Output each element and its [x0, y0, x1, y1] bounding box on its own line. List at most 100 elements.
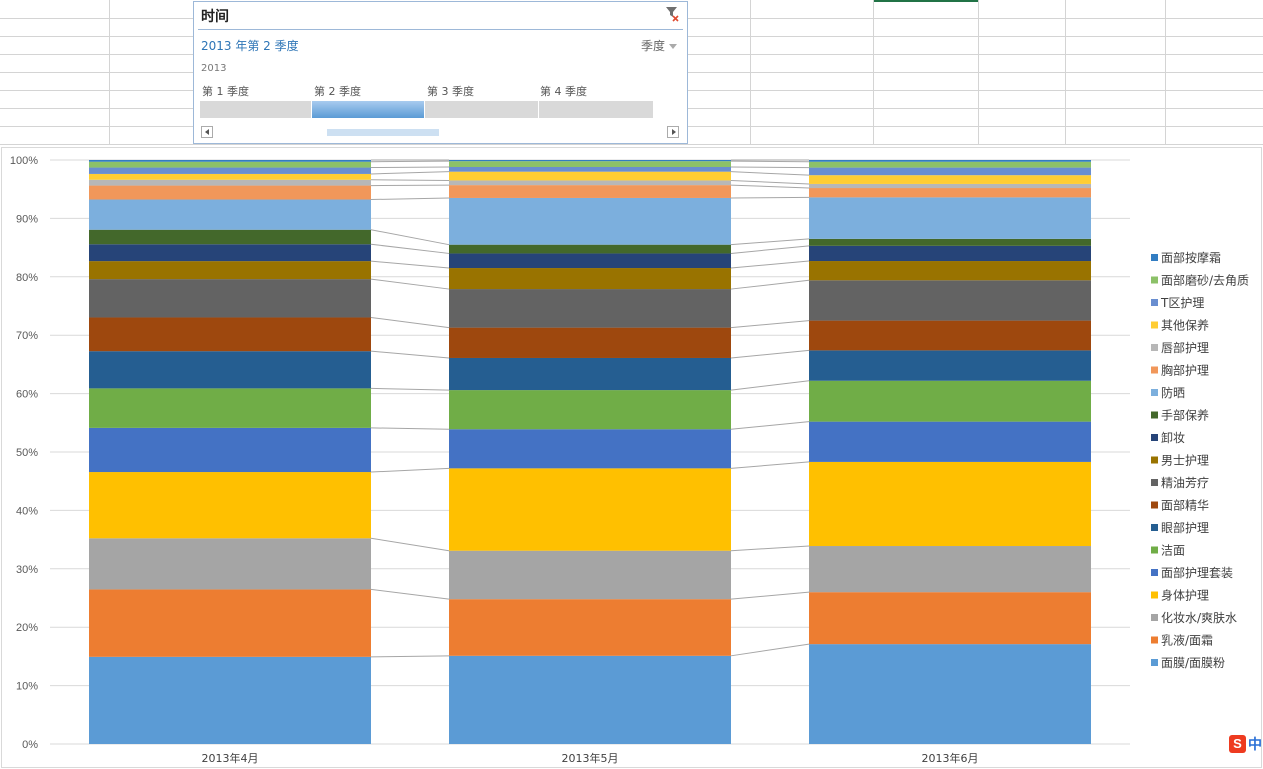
y-tick-label: 40%: [16, 505, 38, 517]
ime-status-badge[interactable]: S 中: [1229, 735, 1263, 755]
bar-segment: [89, 388, 371, 428]
legend-label: 面部按摩霜: [1161, 250, 1221, 265]
legend-label: 精油芳疗: [1161, 476, 1209, 490]
quarter-label-4: 第 4 季度: [540, 85, 587, 98]
bar-segment: [809, 592, 1091, 645]
legend-swatch: [1151, 636, 1158, 644]
series-line: [730, 238, 810, 246]
bar-segment: [89, 160, 371, 162]
legend-swatch: [1151, 456, 1158, 464]
bar-segment: [809, 421, 1091, 462]
series-line: [370, 387, 450, 391]
legend-label: 胸部护理: [1161, 363, 1209, 378]
y-tick-label: 80%: [16, 272, 38, 284]
series-line: [730, 245, 810, 254]
bar-segment: [809, 160, 1091, 162]
bar-segment: [809, 644, 1091, 744]
bar-segment: [449, 244, 731, 254]
legend-swatch: [1151, 546, 1158, 554]
series-line: [730, 160, 810, 163]
legend-swatch: [1151, 389, 1158, 396]
legend-swatch: [1151, 501, 1158, 509]
bar-segment: [89, 317, 371, 352]
legend-label: 乳液/面霜: [1161, 633, 1213, 648]
series-line: [370, 229, 450, 246]
timeline-scroll-thumb[interactable]: [327, 129, 439, 136]
y-tick-label: 10%: [16, 681, 38, 693]
scroll-right-icon[interactable]: [667, 126, 679, 138]
bar-segment: [449, 599, 731, 656]
x-tick-label: 2013年6月: [922, 751, 979, 765]
slicer-level-dropdown[interactable]: 季度: [641, 37, 677, 54]
bar-segment: [89, 229, 371, 245]
legend-label: 面部护理套装: [1161, 565, 1233, 580]
bar-segment: [449, 429, 731, 469]
bar-segment: [809, 546, 1091, 593]
series-line: [370, 467, 450, 473]
series-line: [370, 197, 450, 201]
series-line: [730, 166, 810, 169]
stacked-bar-chart: 0% 10% 20% 30% 40% 50% 60% 70% 80% 90% 100% 2013年4月…: [10, 155, 1249, 765]
bar-segment: [89, 244, 371, 262]
legend-swatch: [1151, 569, 1158, 576]
bar-segment: [449, 655, 731, 744]
chart-area[interactable]: 0% 10% 20% 30% 40% 50% 60% 70% 80% 90% 100% 2013年4月…: [1, 147, 1262, 768]
legend-swatch: [1151, 434, 1158, 441]
bar-segment: [449, 327, 731, 358]
bar-segment: [449, 268, 731, 290]
legend-label: 身体护理: [1161, 588, 1209, 603]
legend-swatch: [1151, 344, 1158, 351]
bar-segment: [449, 171, 731, 181]
quarter-bar-3[interactable]: [425, 101, 538, 118]
series-line: [370, 243, 450, 254]
legend-label: 眼部护理: [1161, 520, 1209, 535]
series-line: [370, 171, 450, 175]
ime-mode-label: 中: [1248, 736, 1262, 752]
legend-label: 手部保养: [1161, 408, 1209, 423]
series-line: [730, 461, 810, 469]
legend-swatch: [1151, 254, 1158, 261]
series-line: [730, 643, 810, 657]
x-tick-label: 2013年4月: [202, 751, 259, 765]
bar-segment: [449, 357, 731, 391]
bar-segment: [89, 427, 371, 473]
quarter-bar-2[interactable]: [312, 101, 424, 118]
series-line: [730, 545, 810, 552]
series-line: [370, 179, 450, 181]
bar-segment: [89, 589, 371, 657]
y-tick-label: 70%: [16, 330, 38, 342]
series-line: [370, 166, 450, 169]
bar-segment: [809, 161, 1091, 168]
legend-swatch: [1151, 479, 1158, 486]
time-slicer[interactable]: 时间 2013 年第 2 季度 季度 2013 第 1 季度 第 2 季度 第 …: [193, 1, 688, 144]
legend-label: 化妆水/爽肤水: [1161, 610, 1237, 625]
bar-segment: [89, 161, 371, 168]
bar-segment: [809, 183, 1091, 189]
series-line: [730, 279, 810, 290]
bar-segment: [449, 167, 731, 172]
legend-label: 面部精华: [1161, 498, 1209, 513]
bar-segment: [809, 380, 1091, 422]
bar-segment: [89, 656, 371, 744]
legend-swatch: [1151, 659, 1158, 666]
bar-segment: [809, 167, 1091, 176]
series-line: [730, 184, 810, 189]
bar-segment: [89, 185, 371, 200]
bar-segment: [809, 175, 1091, 184]
bar-segment: [809, 197, 1091, 239]
chevron-down-icon: [669, 44, 677, 49]
quarter-bar-4[interactable]: [539, 101, 653, 118]
bar-segment: [89, 472, 371, 539]
y-tick-label: 100%: [10, 155, 38, 167]
bar-segment: [809, 188, 1091, 198]
legend-swatch: [1151, 299, 1158, 306]
legend-label: 男士护理: [1161, 454, 1209, 468]
x-tick-label: 2013年5月: [562, 751, 619, 765]
quarter-bar-1[interactable]: [200, 101, 311, 118]
bar-segment: [449, 161, 731, 168]
series-line: [370, 655, 450, 658]
filter-clear-icon[interactable]: [665, 6, 679, 22]
quarter-label-1: 第 1 季度: [202, 85, 249, 98]
scroll-left-icon[interactable]: [201, 126, 213, 138]
bar-segment: [89, 261, 371, 280]
